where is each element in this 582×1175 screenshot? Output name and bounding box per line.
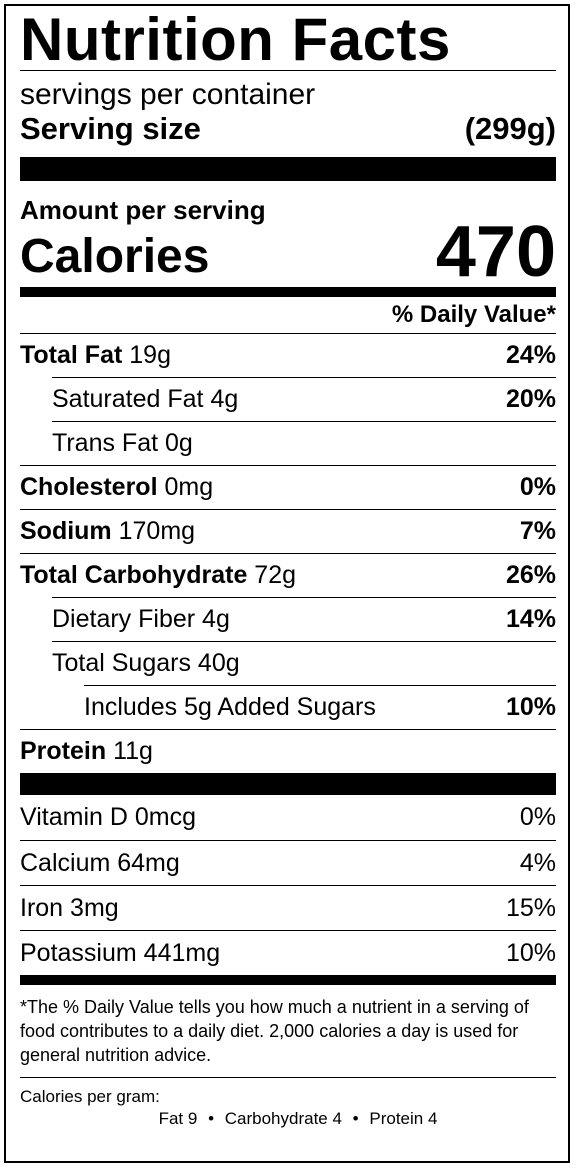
vitamin-dv: 0% <box>519 803 556 831</box>
servings-per-container: servings per container <box>20 78 316 111</box>
serving-size-row: Serving size (299g) <box>20 111 556 147</box>
nutrient-amount: 170mg <box>118 517 196 545</box>
nutrient-name: Total Carbohydrate <box>20 561 248 589</box>
cpg-protein: Protein 4 <box>369 1109 438 1128</box>
nutrient-row-total-carbohydrate: Total Carbohydrate 72g 26% <box>20 553 556 597</box>
nutrient-name: Trans Fat <box>52 429 159 457</box>
nutrient-name: Total Fat <box>20 341 123 369</box>
nutrient-row-total-fat: Total Fat 19g 24% <box>20 333 556 377</box>
nutrient-name: Sodium <box>20 517 112 545</box>
nutrient-row-cholesterol: Cholesterol 0mg 0% <box>20 465 556 509</box>
vitamin-row-calcium: Calcium 64mg 4% <box>20 840 556 885</box>
divider-thick <box>20 157 556 181</box>
nutrient-dv: 24% <box>505 341 556 369</box>
nutrient-name: Saturated Fat <box>52 385 204 413</box>
nutrient-dv: 10% <box>505 693 556 721</box>
divider-medium <box>20 287 556 297</box>
nutrient-name: Cholesterol <box>20 473 158 501</box>
calories-per-gram-label: Calories per gram: <box>20 1087 160 1106</box>
label-title: Nutrition Facts <box>20 6 451 73</box>
vitamin-row-vitamin-d: Vitamin D 0mcg 0% <box>20 795 556 840</box>
vitamin-dv: 15% <box>505 893 556 922</box>
nutrient-row-protein: Protein 11g <box>20 729 556 773</box>
vitamin-dv: 4% <box>519 848 556 877</box>
nutrition-facts-label: Nutrition Facts servings per container S… <box>4 4 570 1163</box>
vitamin-name: Vitamin D <box>20 803 128 831</box>
vitamin-amount: 64mg <box>117 848 180 877</box>
calories-label: Calories <box>20 230 210 283</box>
calories-value: 470 <box>435 212 556 292</box>
calories-row: Calories 470 <box>20 216 556 288</box>
bullet-separator: • <box>208 1109 215 1128</box>
nutrient-name: Total Sugars <box>52 649 191 677</box>
vitamin-amount: 3mg <box>70 893 119 922</box>
nutrient-row-dietary-fiber: Dietary Fiber 4g 14% <box>52 597 556 641</box>
vitamin-amount: 441mg <box>143 938 221 967</box>
amount-per-serving: Amount per serving <box>20 195 266 225</box>
serving-size-value: (299g) <box>464 111 556 146</box>
calories-per-gram-values: Fat 9 • Carbohydrate 4 • Protein 4 <box>20 1108 556 1130</box>
daily-value-header: % Daily Value* <box>391 301 556 328</box>
nutrient-amount: 19g <box>129 341 171 369</box>
nutrient-amount: 0g <box>165 429 193 457</box>
nutrient-row-saturated-fat: Saturated Fat 4g 20% <box>52 377 556 421</box>
nutrient-dv: 0% <box>519 473 556 501</box>
divider-medium <box>20 975 556 985</box>
nutrient-row-total-sugars: Total Sugars 40g <box>52 641 556 685</box>
bullet-separator: • <box>352 1109 359 1128</box>
nutrient-dv: 26% <box>505 561 556 589</box>
nutrient-dv: 7% <box>519 517 556 545</box>
nutrient-amount: 0mg <box>164 473 214 501</box>
nutrient-row-added-sugars: Includes 5g Added Sugars 10% <box>84 685 556 729</box>
nutrient-amount: 40g <box>197 649 240 677</box>
nutrient-dv: 20% <box>505 385 556 413</box>
nutrient-amount: 4g <box>202 605 230 633</box>
nutrient-amount: 4g <box>210 385 239 413</box>
nutrient-name: Protein <box>20 737 107 765</box>
nutrient-amount: 72g <box>254 561 297 589</box>
nutrient-row-sodium: Sodium 170mg 7% <box>20 509 556 553</box>
nutrient-name: Includes 5g Added Sugars <box>84 693 376 721</box>
nutrient-amount: 11g <box>113 737 153 765</box>
vitamin-dv: 10% <box>505 938 556 967</box>
divider-thick <box>20 773 556 795</box>
vitamin-name: Iron <box>20 893 64 922</box>
vitamin-amount: 0mcg <box>134 803 197 831</box>
divider-thin <box>20 70 556 71</box>
nutrient-name: Dietary Fiber <box>52 605 196 633</box>
vitamin-name: Calcium <box>20 848 111 877</box>
nutrient-dv: 14% <box>505 605 556 633</box>
vitamin-name: Potassium <box>20 938 137 967</box>
calories-per-gram: Calories per gram: Fat 9 • Carbohydrate … <box>20 1077 556 1130</box>
daily-value-footnote: *The % Daily Value tells you how much a … <box>20 997 529 1065</box>
vitamin-row-potassium: Potassium 441mg 10% <box>20 930 556 975</box>
nutrient-row-trans-fat: Trans Fat 0g <box>52 421 556 465</box>
vitamin-row-iron: Iron 3mg 15% <box>20 885 556 930</box>
cpg-carbohydrate: Carbohydrate 4 <box>224 1109 342 1128</box>
serving-size-label: Serving size <box>20 111 201 146</box>
cpg-fat: Fat 9 <box>158 1109 198 1128</box>
